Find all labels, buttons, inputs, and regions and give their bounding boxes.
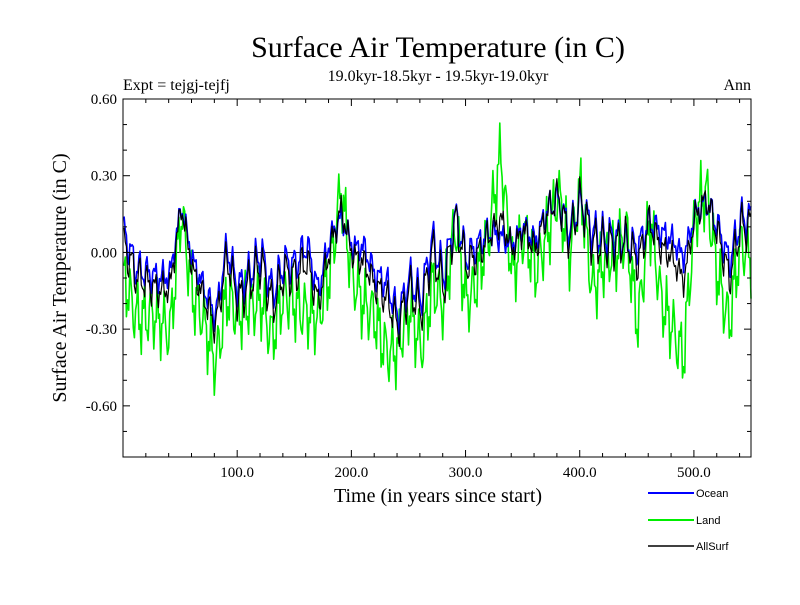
legend: Ocean Land AllSurf (648, 488, 729, 553)
series-line-allsurf (123, 176, 752, 347)
ticks-group (123, 98, 751, 458)
x-tick-label: 400.0 (563, 465, 597, 481)
legend-label-ocean: Ocean (696, 488, 728, 500)
series-line-ocean (123, 180, 752, 335)
legend-label-land: Land (696, 515, 720, 527)
x-tick-label: 300.0 (449, 465, 483, 481)
y-tick-label: 0.30 (91, 169, 117, 185)
x-tick-label: 100.0 (220, 465, 254, 481)
x-tick-label: 500.0 (677, 465, 711, 481)
y-tick-label: -0.60 (86, 399, 117, 415)
y-tick-label: 0.00 (91, 245, 117, 261)
y-axis-label: Surface Air Temperature (in C) (49, 153, 71, 402)
chart-subtitle: 19.0kyr-18.5kyr - 19.5kyr-19.0kyr (328, 68, 549, 85)
chart-title: Surface Air Temperature (in C) (251, 31, 625, 64)
y-tick-label: 0.60 (91, 92, 117, 108)
y-tick-label: -0.30 (86, 322, 117, 338)
x-axis-label: Time (in years since start) (334, 485, 542, 507)
series-group (123, 122, 752, 397)
tick-labels-group: 100.0 200.0 300.0 400.0 500.0 -0.60 -0.30 0.00 0… (86, 92, 711, 481)
series-line-land (123, 122, 752, 397)
expt-label: Expt = tejgj-tejfj (123, 77, 230, 94)
x-tick-label: 200.0 (334, 465, 368, 481)
period-label: Ann (723, 77, 751, 94)
legend-label-allsurf: AllSurf (696, 541, 729, 553)
